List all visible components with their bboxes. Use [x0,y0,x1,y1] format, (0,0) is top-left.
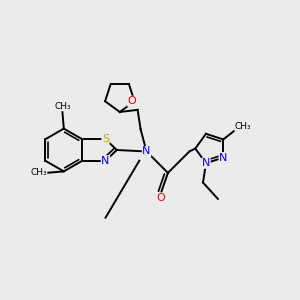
Text: CH₃: CH₃ [30,168,47,177]
Text: N: N [202,158,210,168]
Text: CH₃: CH₃ [54,102,70,111]
Text: O: O [156,193,165,203]
Text: N: N [101,156,110,166]
Text: N: N [219,153,227,163]
Text: N: N [142,146,151,157]
Text: CH₃: CH₃ [235,122,251,131]
Text: O: O [128,96,136,106]
Text: S: S [102,134,109,144]
